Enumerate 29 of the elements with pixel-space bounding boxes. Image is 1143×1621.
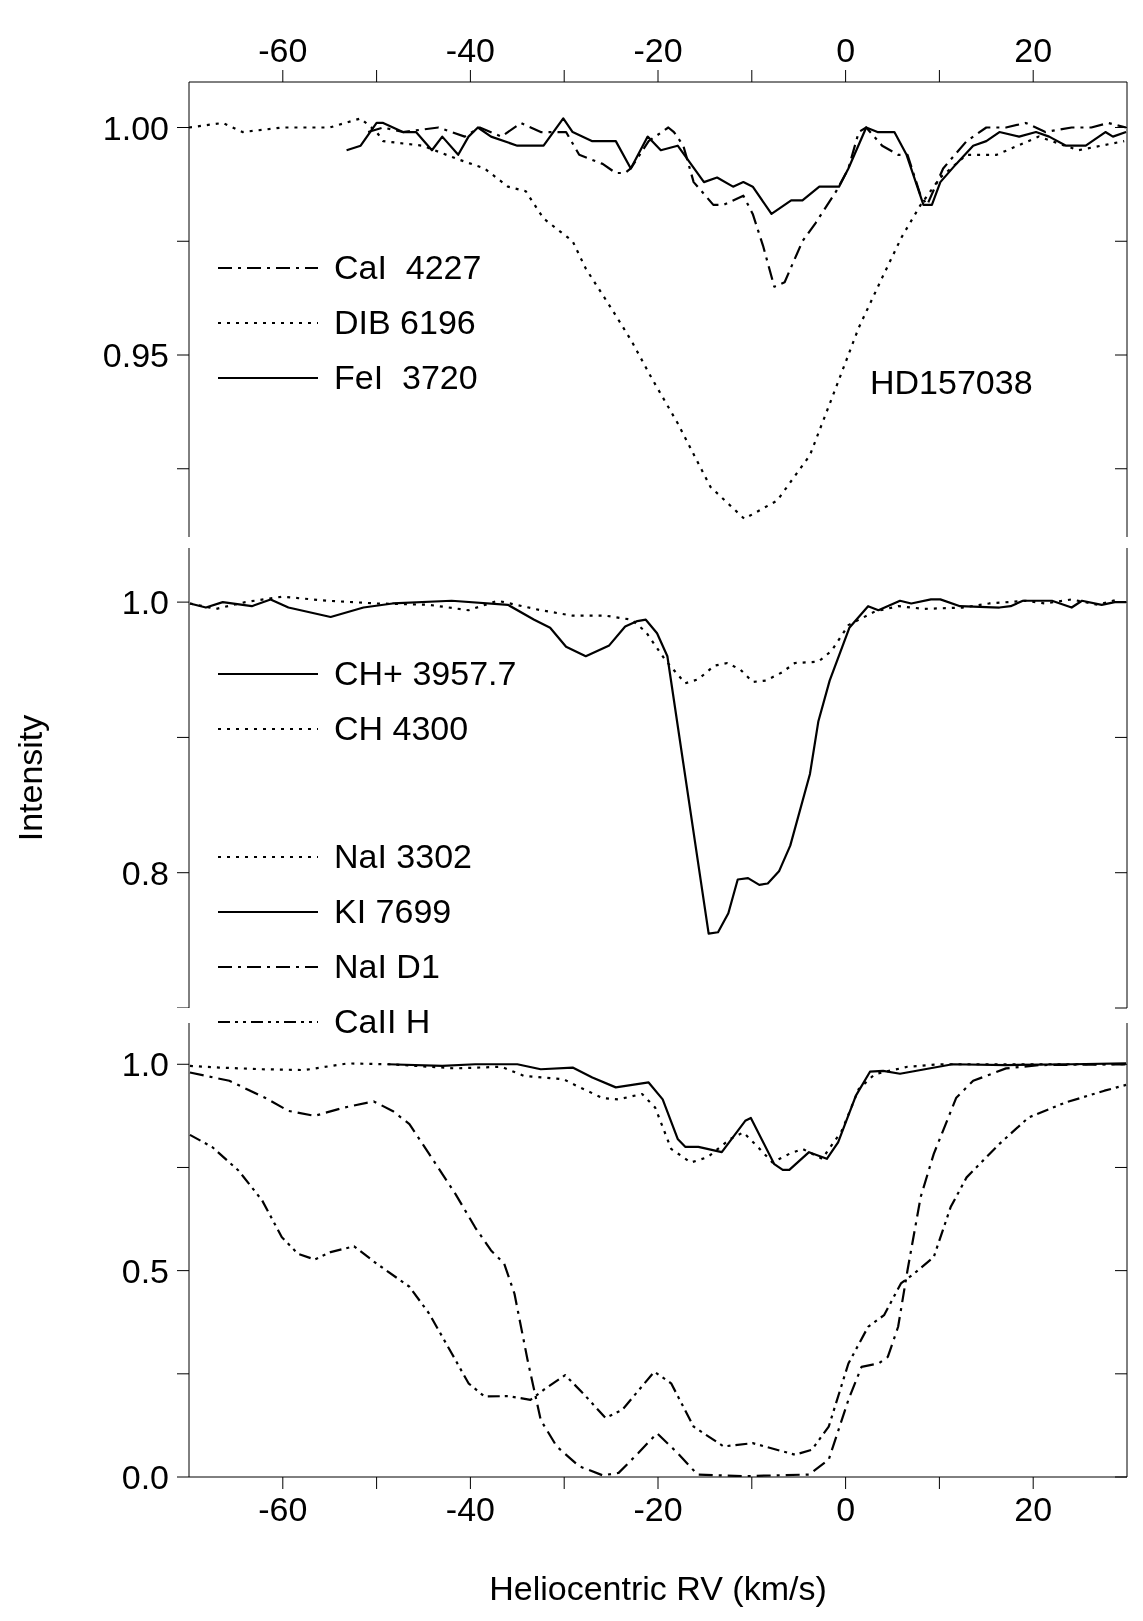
x-tick-label: -20	[633, 31, 683, 69]
x-tick-label: -40	[445, 1490, 495, 1529]
legend-label: CH 4300	[334, 708, 469, 749]
x-tick-label: -40	[445, 31, 495, 69]
x-tick-label: 0	[836, 31, 856, 69]
legend-label: FeI 3720	[334, 357, 478, 398]
y-tick-label: 0.5	[121, 1251, 169, 1290]
y-tick-label: 0.0	[121, 1458, 169, 1497]
legend-label: DIB 6196	[334, 302, 476, 343]
x-tick-label: 20	[1014, 31, 1053, 69]
x-axis-title: Heliocentric RV (km/s)	[489, 1569, 827, 1607]
x-tick-label: 20	[1014, 1490, 1053, 1529]
x-tick-label: 0	[836, 1490, 856, 1529]
legend-label: CaII H	[334, 1001, 431, 1042]
x-tick-label: -20	[633, 1490, 683, 1529]
y-tick-label: 0.95	[102, 336, 169, 375]
annotation: HD157038	[870, 363, 1033, 402]
x-tick-label: -60	[258, 1490, 308, 1529]
y-tick-label: 1.00	[102, 108, 169, 147]
x-tick-label: -60	[258, 31, 308, 69]
legend-label: NaI 3302	[334, 836, 472, 877]
y-tick-label: 1.0	[121, 583, 169, 622]
legend-label: CH+ 3957.7	[334, 653, 517, 694]
legend-label: NaI D1	[334, 946, 440, 987]
legend-label: KI 7699	[334, 891, 452, 932]
y-tick-label: 0.8	[121, 853, 169, 892]
y-tick-label: 1.0	[121, 1045, 169, 1084]
legend-label: CaI 4227	[334, 247, 482, 288]
y-axis-title: Intensity	[11, 714, 50, 842]
